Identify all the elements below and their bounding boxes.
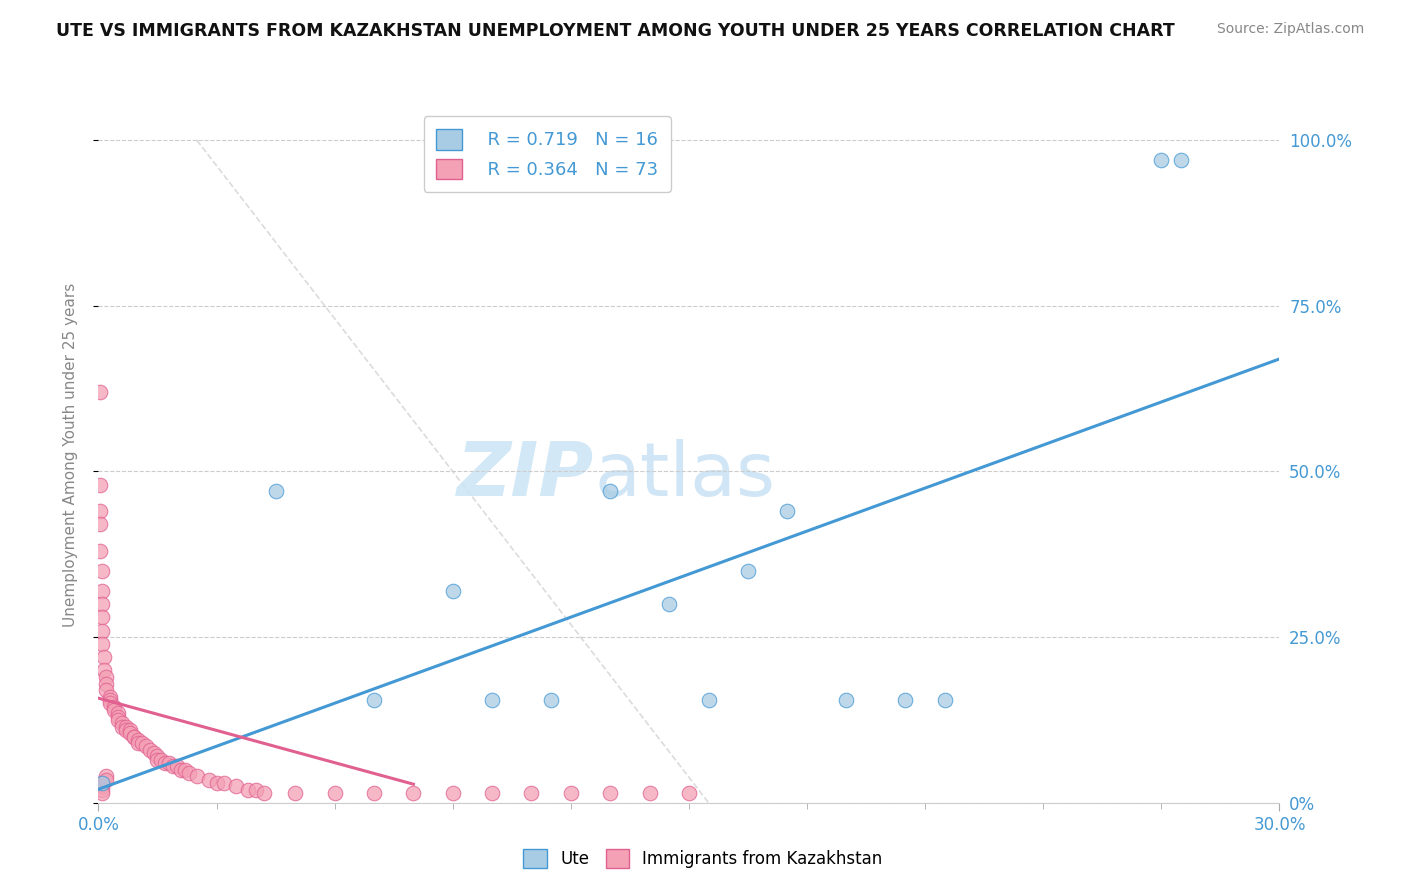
Point (135, 739, 157, 754)
Point (96, 676, 118, 690)
Point (142, 746, 165, 760)
Point (599, 786, 621, 800)
Legend: Ute, Immigrants from Kazakhstan: Ute, Immigrants from Kazakhstan (517, 842, 889, 875)
Text: Source: ZipAtlas.com: Source: ZipAtlas.com (1216, 22, 1364, 37)
Point (323, 786, 346, 800)
Point (91, 776, 114, 790)
Point (146, 753, 169, 767)
Point (1170, 153, 1192, 167)
Y-axis label: Unemployment Among Youth under 25 years: Unemployment Among Youth under 25 years (63, 283, 77, 627)
Point (96, 670, 118, 684)
Point (177, 766, 200, 780)
Text: atlas: atlas (595, 439, 776, 512)
Point (150, 753, 173, 767)
Point (91, 597, 114, 611)
Point (98, 693, 121, 707)
Point (111, 716, 134, 731)
Point (678, 786, 700, 800)
Point (481, 786, 503, 800)
Text: ZIP: ZIP (457, 439, 595, 512)
Point (835, 693, 858, 707)
Point (658, 597, 681, 611)
Point (363, 786, 385, 800)
Point (89, 517, 111, 532)
Point (264, 484, 287, 499)
Point (118, 723, 141, 737)
Point (138, 743, 160, 757)
Point (91, 786, 114, 800)
Point (197, 772, 219, 787)
Point (737, 564, 759, 578)
Point (91, 782, 114, 797)
Point (402, 786, 425, 800)
Point (91, 637, 114, 651)
Point (103, 703, 125, 717)
Point (96, 769, 118, 783)
Point (98, 697, 121, 711)
Point (540, 693, 562, 707)
Point (89, 477, 111, 491)
Point (111, 720, 134, 734)
Point (162, 759, 184, 773)
Point (146, 749, 169, 764)
Point (174, 763, 197, 777)
Point (91, 610, 114, 624)
Point (96, 772, 118, 787)
Point (89, 544, 111, 558)
Point (934, 693, 956, 707)
Point (166, 759, 188, 773)
Point (91, 583, 114, 598)
Point (697, 693, 720, 707)
Point (520, 786, 543, 800)
Point (122, 730, 145, 744)
Point (115, 723, 138, 737)
Point (245, 782, 267, 797)
Point (122, 730, 145, 744)
Point (93, 663, 115, 677)
Point (205, 776, 228, 790)
Point (107, 709, 129, 723)
Point (96, 683, 118, 698)
Point (91, 624, 114, 638)
Point (91, 564, 114, 578)
Point (894, 693, 917, 707)
Point (91, 779, 114, 793)
Point (441, 786, 464, 800)
Point (776, 504, 799, 518)
Point (170, 763, 193, 777)
Point (155, 756, 177, 770)
Point (481, 693, 503, 707)
Point (127, 732, 149, 747)
Point (107, 713, 129, 727)
Point (98, 690, 121, 704)
Point (91, 776, 114, 790)
Point (103, 699, 125, 714)
Point (441, 583, 464, 598)
Point (560, 786, 582, 800)
Point (118, 726, 141, 740)
Point (127, 736, 149, 750)
Point (225, 779, 247, 793)
Point (89, 504, 111, 518)
Point (1150, 153, 1173, 167)
Legend:   R = 0.719   N = 16,   R = 0.364   N = 73: R = 0.719 N = 16, R = 0.364 N = 73 (423, 116, 671, 192)
Point (236, 782, 259, 797)
Point (93, 650, 115, 665)
Point (638, 786, 661, 800)
Point (214, 776, 236, 790)
Point (599, 484, 621, 499)
Point (131, 736, 153, 750)
Point (107, 706, 129, 721)
Point (363, 693, 385, 707)
Point (89, 384, 111, 399)
Point (253, 786, 276, 800)
Point (115, 720, 138, 734)
Text: UTE VS IMMIGRANTS FROM KAZAKHSTAN UNEMPLOYMENT AMONG YOUTH UNDER 25 YEARS CORREL: UTE VS IMMIGRANTS FROM KAZAKHSTAN UNEMPL… (56, 22, 1175, 40)
Point (284, 786, 307, 800)
Point (157, 756, 180, 770)
Point (186, 769, 208, 783)
